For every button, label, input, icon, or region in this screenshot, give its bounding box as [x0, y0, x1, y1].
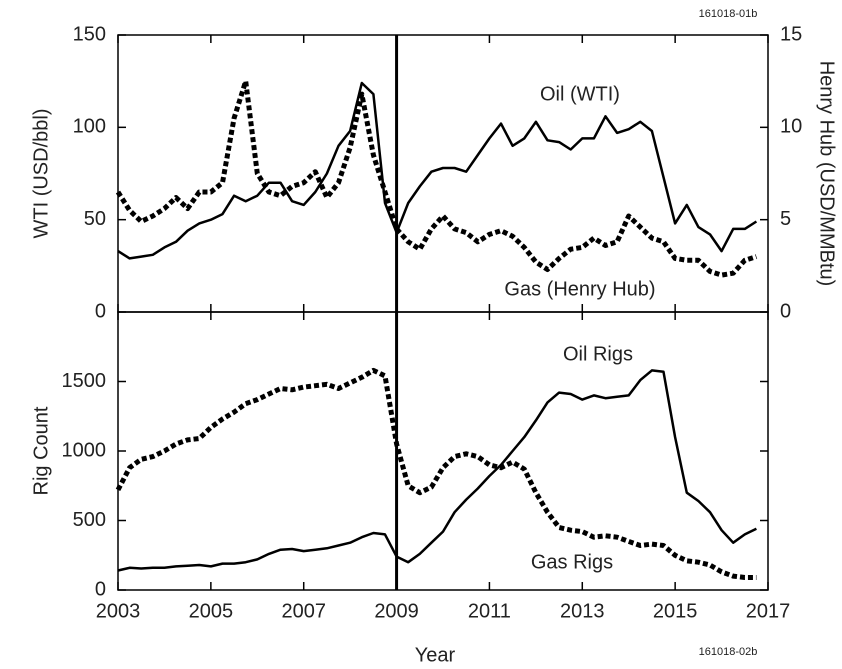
y-tick-label: 500 — [73, 509, 106, 531]
series-label: Gas Rigs — [531, 551, 613, 573]
series-line — [117, 81, 758, 260]
series-line — [115, 78, 758, 278]
x-tick-label: 2009 — [374, 600, 419, 622]
y-tick-label: 1500 — [62, 370, 107, 392]
x-tick-label: 2003 — [96, 600, 141, 622]
x-tick-label: 2007 — [281, 600, 326, 622]
y-tick-label: 0 — [95, 578, 106, 600]
y2-tick-label: 15 — [780, 23, 802, 45]
x-tick-label: 2015 — [653, 600, 698, 622]
figure-id: 161018-02b — [699, 646, 758, 658]
x-tick-label: 2017 — [746, 600, 791, 622]
series-label: Oil Rigs — [563, 343, 633, 365]
y2-tick-label: 0 — [780, 300, 791, 322]
y-tick-label: 100 — [73, 116, 106, 138]
y-tick-label: 1000 — [62, 439, 107, 461]
y2-tick-label: 5 — [780, 208, 791, 230]
y-axis-label: WTI (USD/bbl) — [30, 109, 52, 239]
figure-id: 161018-01b — [699, 8, 758, 20]
y2-axis-label: Henry Hub (USD/MMBtu) — [816, 61, 838, 287]
x-tick-label: 2013 — [560, 600, 605, 622]
plot-frame — [117, 34, 769, 313]
y-tick-label: 0 — [95, 300, 106, 322]
x-axis-label: Year — [415, 644, 456, 666]
series-label: Oil (WTI) — [540, 83, 620, 105]
x-tick-label: 2005 — [189, 600, 234, 622]
series-line — [117, 369, 757, 572]
series-line — [115, 367, 757, 580]
y2-tick-label: 10 — [780, 116, 802, 138]
y-axis-label: Rig Count — [30, 406, 52, 495]
x-tick-label: 2011 — [468, 600, 511, 622]
series-label: Gas (Henry Hub) — [504, 278, 655, 300]
y-tick-label: 150 — [73, 23, 106, 45]
y-tick-label: 50 — [84, 208, 106, 230]
